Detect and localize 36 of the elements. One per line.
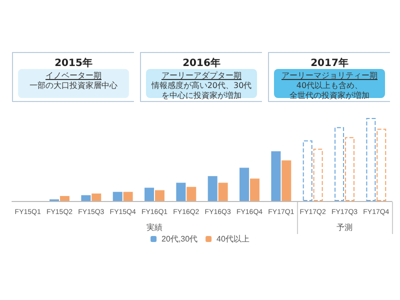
text: アーリーアダプター期 — [160, 71, 242, 81]
bar — [92, 194, 102, 201]
text: 一部の大口投資家層中心 — [28, 81, 118, 91]
bar — [144, 188, 154, 201]
bar — [240, 168, 250, 201]
text: 全世代の投資家が増加 — [288, 91, 370, 101]
text: 2017年 — [310, 56, 350, 70]
bar — [302, 140, 312, 201]
bar — [344, 137, 354, 201]
bar — [366, 118, 376, 201]
text: 情報感度が高い20代、30代 — [150, 81, 253, 91]
text: 2015年 — [54, 56, 94, 70]
legend-label: 20代,30代 — [162, 234, 198, 244]
bar — [112, 192, 122, 201]
text: 40代以上も含め、 — [295, 81, 364, 91]
bar — [282, 160, 292, 201]
bar — [186, 186, 196, 201]
bar — [313, 148, 323, 201]
bar — [376, 128, 386, 201]
bar — [123, 192, 133, 201]
text: アーリーマジョリティー期 — [280, 71, 378, 81]
bar — [218, 182, 228, 201]
bar — [208, 176, 218, 201]
bar — [271, 151, 281, 201]
legend-label: 40代以上 — [216, 234, 250, 244]
bar — [81, 195, 91, 201]
bar — [176, 182, 186, 201]
bar — [60, 196, 70, 201]
bar — [250, 178, 260, 201]
bar — [334, 127, 344, 201]
text: 2016年 — [182, 56, 222, 70]
text: 実績 — [146, 222, 164, 233]
bar — [154, 190, 164, 201]
text: を中心に投資家が増加 — [160, 91, 242, 101]
text: 予測 — [336, 222, 354, 233]
text: イノベーター期 — [44, 71, 102, 81]
